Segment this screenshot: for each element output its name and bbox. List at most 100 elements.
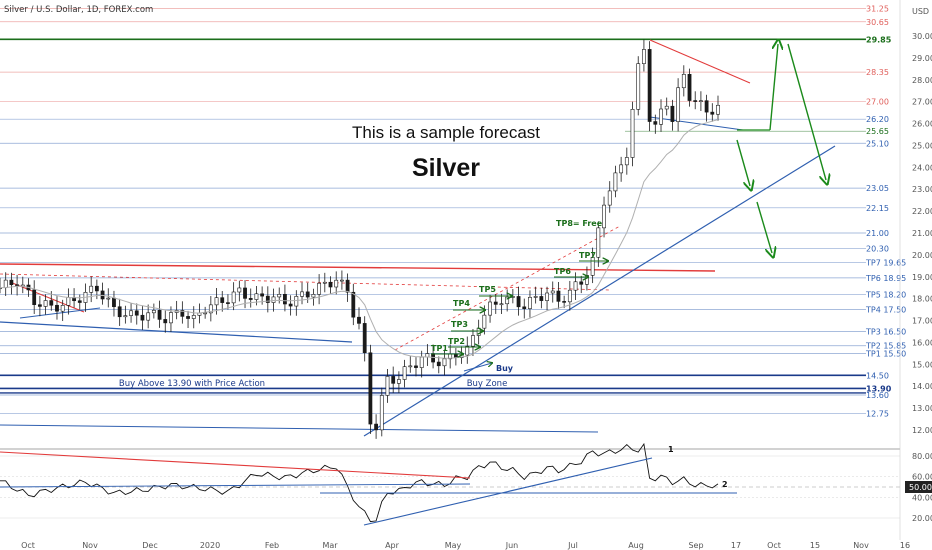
- support-old: [0, 321, 353, 343]
- candle-body: [220, 297, 225, 303]
- candle-body: [32, 289, 37, 305]
- candle-body: [414, 365, 418, 368]
- candle-body: [436, 361, 441, 367]
- y-tick-11: 19.00: [912, 273, 932, 282]
- candle-body: [49, 300, 54, 306]
- x-tick-8: Jun: [505, 541, 519, 550]
- tp6-label: TP6: [554, 267, 571, 276]
- candle-body: [66, 297, 71, 306]
- trendlines: [0, 39, 836, 437]
- level-label-6: 25.65: [866, 127, 889, 136]
- candle-body: [647, 49, 652, 122]
- osc-tick-3: 20.00: [912, 514, 932, 523]
- candle-body: [396, 379, 401, 384]
- level-label-17: TP2 15.85: [865, 342, 906, 351]
- candle-body: [699, 100, 703, 102]
- candle-body: [522, 306, 527, 309]
- candle-body: [77, 300, 82, 303]
- early-support: [19, 307, 101, 319]
- x-tick-14: 15: [810, 541, 820, 550]
- candle-body: [545, 292, 549, 301]
- candle-body: [636, 63, 641, 110]
- candle-body: [368, 352, 373, 425]
- oscillator-pane: [0, 442, 900, 526]
- candle-body: [60, 305, 65, 312]
- osc-flat: [0, 483, 471, 488]
- candle-body: [374, 423, 378, 431]
- candle-body: [653, 121, 658, 125]
- y-tick-15: 15.00: [912, 360, 932, 369]
- channel-dashed: [394, 225, 621, 351]
- candle-body: [516, 296, 521, 308]
- candle-body: [408, 365, 413, 368]
- candle-body: [260, 293, 265, 297]
- candle-body: [208, 304, 213, 314]
- candle-body: [505, 296, 510, 305]
- x-tick-3: 2020: [200, 541, 220, 550]
- level-label-1: 30.65: [866, 18, 889, 27]
- wave-1-label: 1: [668, 445, 674, 454]
- candle-body: [602, 204, 606, 229]
- buy-label: Buy: [496, 364, 514, 373]
- y-tick-13: 17.00: [912, 317, 932, 326]
- candle-body: [180, 310, 185, 317]
- y-tick-5: 25.00: [912, 141, 932, 150]
- candle-body: [294, 296, 299, 307]
- candle-body: [362, 323, 367, 354]
- asset-title: Silver: [412, 154, 480, 182]
- candle-body: [670, 105, 675, 122]
- candle-body: [442, 358, 447, 367]
- level-label-20: 13.90: [866, 384, 892, 393]
- candle-body: [499, 303, 504, 306]
- candle-body: [357, 316, 361, 324]
- osc-value-label: 50.00: [909, 483, 932, 492]
- candle-body: [328, 281, 333, 288]
- tp8-label: TP8= Free: [556, 219, 603, 228]
- candle-body: [3, 279, 8, 289]
- level-label-12: TP7 19.65: [865, 259, 906, 268]
- candle-body: [664, 105, 669, 110]
- candle-body: [134, 310, 139, 316]
- x-tick-13: Oct: [767, 541, 781, 550]
- candle-body: [288, 303, 293, 307]
- candle-body: [163, 319, 168, 324]
- candle-body: [106, 297, 111, 300]
- tp4-label: TP4: [453, 299, 470, 308]
- candle-body: [567, 289, 572, 303]
- candle-body: [573, 281, 578, 291]
- level-label-8: 23.05: [866, 184, 889, 193]
- candle-body: [385, 376, 390, 396]
- candle-body: [129, 310, 133, 316]
- candle-body: [510, 296, 515, 298]
- level-label-3: 28.35: [866, 68, 889, 77]
- candle-body: [322, 281, 327, 284]
- candle-body: [476, 327, 481, 336]
- candle-body: [704, 100, 709, 113]
- x-tick-6: Apr: [385, 541, 400, 550]
- wedge-bottom: [649, 116, 744, 131]
- x-tick-0: Oct: [21, 541, 35, 550]
- level-label-18: TP1 15.50: [865, 349, 906, 358]
- y-tick-3: 27.00: [912, 98, 932, 107]
- candle-body: [123, 315, 128, 318]
- x-tick-1: Nov: [82, 541, 98, 550]
- level-label-14: TP5 18.20: [865, 290, 906, 299]
- candle-body: [619, 164, 624, 174]
- candle-body: [710, 111, 715, 115]
- y-tick-16: 14.00: [912, 382, 932, 391]
- candle-body: [676, 87, 681, 122]
- candle-body: [391, 376, 396, 384]
- candle-body: [471, 335, 475, 347]
- oscillator-line: [0, 442, 719, 523]
- candle-body: [243, 287, 247, 299]
- level-label-5: 26.20: [866, 115, 889, 124]
- osc-resistance: [0, 451, 471, 479]
- candle-body: [562, 301, 567, 303]
- candle-body: [613, 172, 618, 192]
- candle-body: [402, 366, 407, 380]
- candle-body: [248, 298, 253, 300]
- candle-body: [283, 293, 287, 305]
- x-tick-16: 16: [900, 541, 910, 550]
- candle-body: [607, 190, 612, 206]
